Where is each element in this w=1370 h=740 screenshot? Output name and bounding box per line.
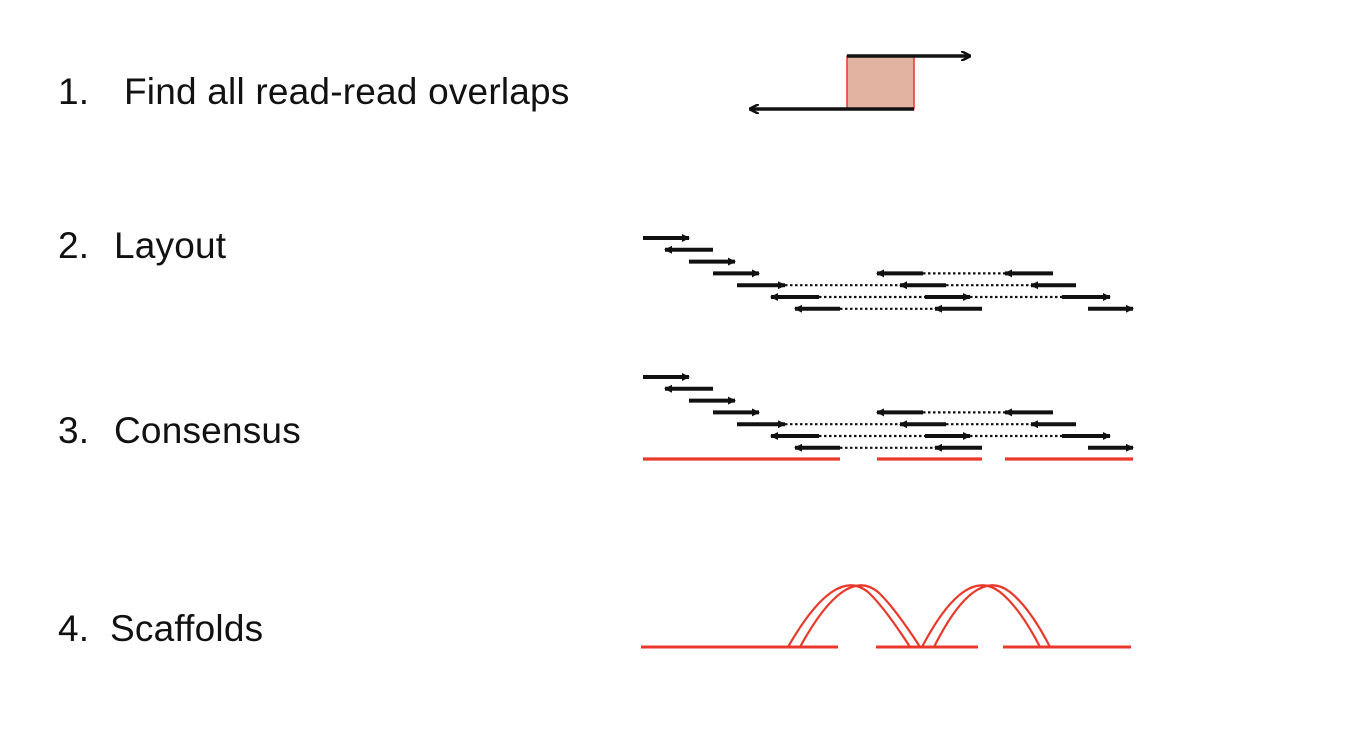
scaffold-link-arc xyxy=(921,584,1041,648)
step-label: Layout xyxy=(114,225,227,266)
step-label: Find all read-read overlaps xyxy=(124,71,570,112)
step-number: 1. xyxy=(58,71,90,112)
step-number: 4. xyxy=(58,608,90,649)
consensus-diagram xyxy=(643,373,1134,461)
scaffold-link-arc xyxy=(933,584,1051,648)
step-1-find-overlaps: 1. Find all read-read overlaps xyxy=(58,70,570,114)
step-number: 3. xyxy=(58,410,90,451)
overlap-region xyxy=(846,55,915,110)
step-3-consensus: 3. Consensus xyxy=(58,409,301,453)
scaffold-link-arc xyxy=(787,584,911,648)
step-number: 2. xyxy=(58,225,90,266)
step-label: Consensus xyxy=(114,410,301,451)
overlap-diagram xyxy=(750,56,970,109)
scaffold-link-arc xyxy=(799,584,921,648)
scaffold-diagram xyxy=(641,584,1131,649)
layout-diagram xyxy=(643,234,1134,313)
step-label: Scaffolds xyxy=(110,608,264,649)
step-4-scaffolds: 4. Scaffolds xyxy=(58,607,263,651)
step-2-layout: 2. Layout xyxy=(58,224,226,268)
